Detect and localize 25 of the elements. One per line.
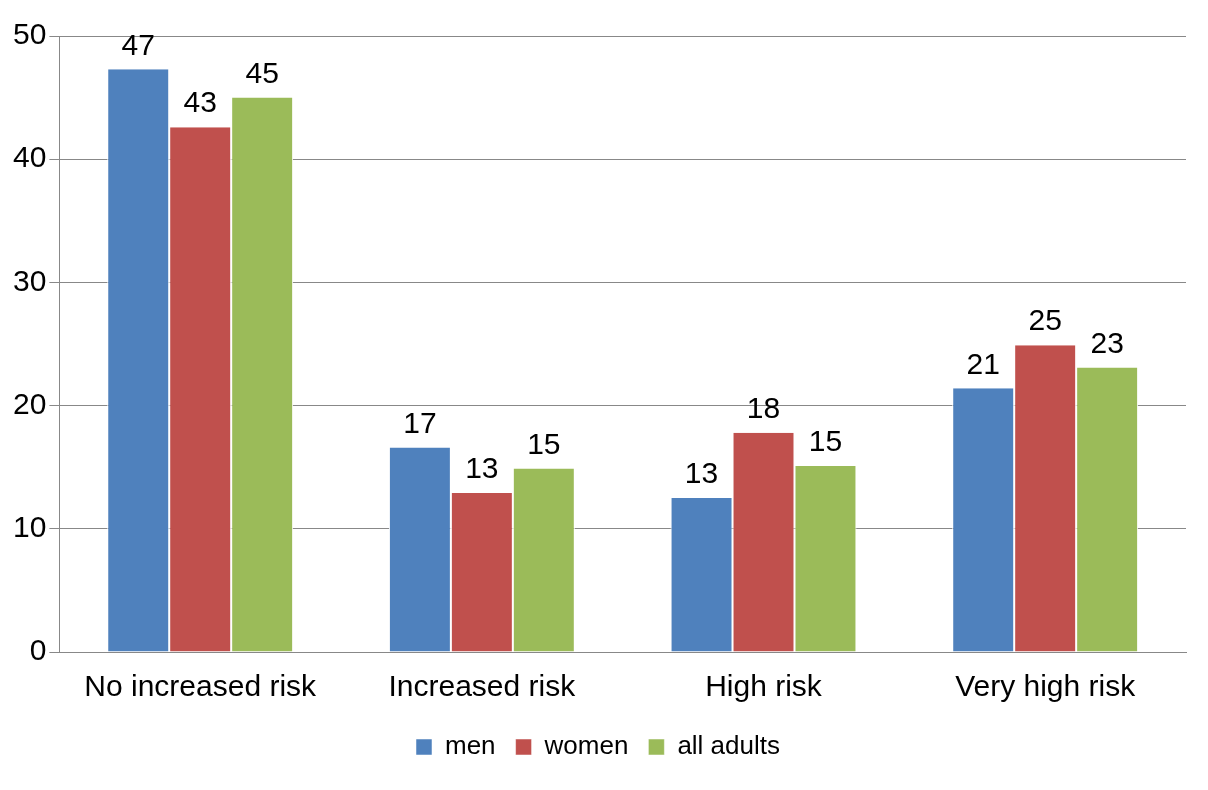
y-tick-label: 10 [12, 510, 47, 544]
y-tick-label: 40 [12, 140, 47, 174]
data-label: 18 [746, 390, 781, 424]
data-label: 17 [403, 405, 437, 439]
legend-label: all adults [677, 730, 781, 761]
y-tick-label: 0 [29, 633, 47, 667]
y-tick-label: 20 [12, 386, 47, 420]
x-tick-label: High risk [705, 669, 823, 703]
x-tick-label: Very high risk [955, 669, 1137, 703]
data-label: 21 [966, 346, 1000, 380]
data-label: 13 [684, 456, 719, 490]
x-tick-label: Increased risk [388, 669, 577, 703]
data-label: 13 [465, 451, 499, 485]
legend-label: men [445, 730, 496, 761]
data-label: 43 [183, 85, 217, 119]
data-label: 15 [808, 424, 843, 458]
data-label: 25 [1028, 303, 1062, 337]
y-tick-label: 50 [12, 17, 47, 51]
data-label: 15 [527, 426, 561, 460]
y-tick-label: 30 [12, 263, 47, 297]
data-label: 23 [1090, 325, 1124, 359]
legend-label: women [543, 730, 629, 761]
data-label: 47 [121, 27, 155, 61]
x-tick-label: No increased risk [84, 669, 318, 703]
data-label: 45 [245, 55, 279, 89]
